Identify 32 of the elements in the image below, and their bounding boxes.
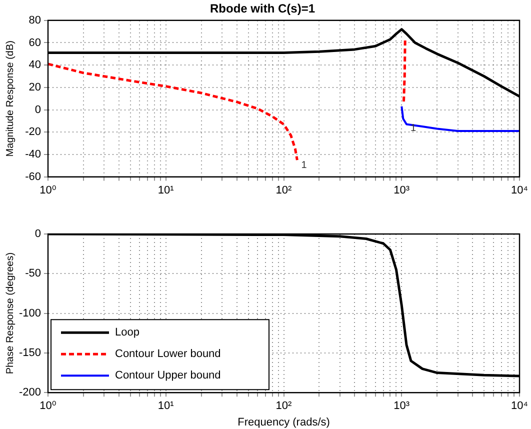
y-tick-label: -200 bbox=[18, 386, 41, 399]
y-tick-label: 80 bbox=[28, 14, 41, 26]
y-tick-label: -100 bbox=[18, 307, 41, 320]
annotation: 1 bbox=[410, 122, 417, 134]
legend-label: Loop bbox=[115, 326, 140, 339]
x-tick-label: 10³ bbox=[394, 400, 410, 412]
x-tick-label: 10⁴ bbox=[511, 184, 528, 196]
y-tick-label: -60 bbox=[25, 170, 41, 183]
x-tick-label: 10² bbox=[276, 400, 292, 412]
annotation: 1 bbox=[301, 160, 308, 171]
x-axis-title: Frequency (rads/s) bbox=[238, 416, 330, 428]
x-tick-label: 10⁰ bbox=[40, 400, 57, 412]
x-tick-label: 10¹ bbox=[158, 184, 174, 196]
y-tick-label: -40 bbox=[25, 148, 41, 160]
y-tick-label: -50 bbox=[25, 268, 41, 280]
x-tick-label: 10² bbox=[276, 184, 292, 196]
legend-label: Contour Upper bound bbox=[115, 370, 221, 382]
y-axis-title: Phase Response (degrees) bbox=[4, 252, 16, 374]
legend-label: Contour Lower bound bbox=[115, 348, 221, 360]
y-tick-label: 20 bbox=[28, 81, 41, 94]
y-tick-label: 60 bbox=[28, 36, 41, 49]
x-tick-label: 10⁰ bbox=[40, 184, 57, 196]
y-tick-label: 40 bbox=[28, 59, 41, 72]
x-tick-label: 10⁴ bbox=[511, 400, 528, 412]
y-tick-label: 0 bbox=[34, 228, 41, 240]
y-axis-title: Magnitude Response (dB) bbox=[4, 40, 16, 157]
y-tick-label: -150 bbox=[18, 346, 41, 359]
chart-title: Rbode with C(s)=1 bbox=[210, 2, 316, 16]
x-tick-label: 10³ bbox=[394, 184, 410, 196]
y-tick-label: 0 bbox=[34, 104, 41, 116]
x-tick-label: 10¹ bbox=[158, 400, 174, 412]
y-tick-label: -20 bbox=[25, 126, 41, 138]
